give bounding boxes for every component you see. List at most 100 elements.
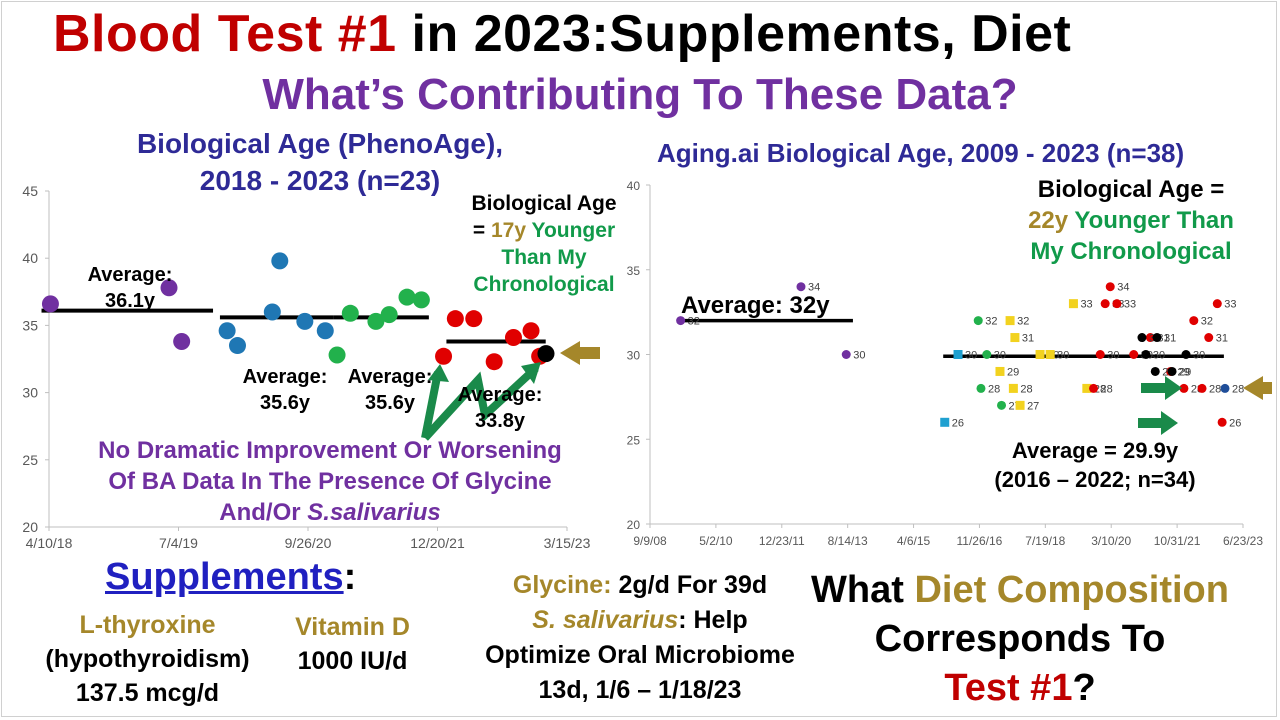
data-point — [1167, 366, 1177, 376]
data-point — [537, 345, 555, 363]
l-thyroxine-condition: (hypothyroidism) — [45, 645, 250, 673]
x-tick-label: 9/26/20 — [285, 535, 332, 551]
data-point — [341, 304, 359, 322]
data-point — [446, 310, 464, 328]
right-avg-label-2-line2: (2016 – 2022; n=34) — [994, 467, 1196, 492]
glycine-name: Glycine: — [512, 571, 612, 599]
diet-question-line3: Test #1? — [780, 664, 1260, 713]
gold-arrow-left-chart — [560, 341, 600, 365]
point-value-label: 33 — [1124, 299, 1136, 311]
data-point — [1095, 350, 1105, 359]
diet-question: What Diet Composition Corresponds To Tes… — [780, 566, 1260, 713]
right-ba-note-younger: Younger Than — [1074, 207, 1234, 234]
left-ba-note-years: 17y — [490, 219, 527, 242]
data-point — [676, 316, 686, 326]
point-value-label: 30 — [965, 350, 977, 362]
green-arrow-right-2 — [1138, 411, 1178, 435]
data-point — [1220, 383, 1230, 393]
x-tick-label: 11/26/16 — [957, 534, 1003, 548]
data-point — [160, 279, 178, 297]
diet-question-composition: Diet Composition — [914, 569, 1229, 611]
point-value-label: 30 — [1057, 350, 1069, 362]
data-point — [465, 310, 483, 328]
right-ba-note-line1: Biological Age = — [1037, 176, 1225, 203]
point-value-label: 28 — [1101, 383, 1113, 395]
y-tick-label: 35 — [22, 317, 38, 333]
x-tick-label: 7/4/19 — [159, 535, 198, 551]
point-value-label: 28 — [1232, 383, 1244, 395]
data-point — [1141, 350, 1151, 359]
left-avg-label-4-title: Average: — [457, 384, 543, 406]
vitamin-d-name: Vitamin D — [295, 613, 410, 641]
data-point — [953, 350, 963, 359]
left-avg-label-1-value: 36.1y — [104, 290, 156, 312]
data-point — [1100, 299, 1110, 309]
salivarius-name: S. salivarius — [532, 606, 679, 634]
data-point — [1082, 383, 1092, 393]
data-point — [398, 288, 416, 306]
x-tick-label: 7/19/18 — [1025, 534, 1065, 548]
data-point — [173, 333, 191, 351]
point-value-label: 34 — [1117, 282, 1129, 294]
x-tick-label: 3/15/23 — [544, 535, 591, 551]
data-point — [316, 322, 334, 340]
point-value-label: 32 — [688, 316, 700, 328]
data-point — [1137, 333, 1147, 343]
glycine-line4: 13d, 1/6 – 1/18/23 — [538, 676, 742, 704]
x-tick-label: 9/9/08 — [633, 534, 667, 548]
diet-question-what: What — [811, 569, 915, 611]
point-value-label: 32 — [1017, 316, 1029, 328]
point-value-label: 30 — [1153, 350, 1165, 362]
data-point — [796, 282, 806, 292]
point-value-label: 30 — [1193, 350, 1205, 362]
point-value-label: 29 — [1178, 366, 1190, 378]
point-value-label: 30 — [1107, 350, 1119, 362]
data-point — [1010, 333, 1020, 343]
data-point — [1005, 316, 1015, 326]
data-point — [328, 346, 346, 364]
point-value-label: 28 — [1209, 383, 1221, 395]
left-chart-note-and-or: And/Or — [219, 499, 308, 526]
diet-question-test: Test #1 — [944, 667, 1073, 709]
supplements-heading-colon: : — [343, 556, 357, 598]
right-ba-note-line3: My Chronological — [1030, 238, 1232, 265]
data-point — [1035, 350, 1045, 359]
point-value-label: 34 — [808, 282, 820, 294]
y-tick-label: 30 — [627, 349, 641, 363]
data-point — [976, 383, 986, 393]
y-tick-label: 30 — [22, 385, 38, 401]
left-ba-note-line1: Biological Age — [471, 192, 617, 215]
x-tick-label: 8/14/13 — [828, 534, 868, 548]
l-thyroxine-dose: 137.5 mcg/d — [75, 679, 220, 707]
point-value-label: 28 — [988, 383, 1000, 395]
green-arrow-shaft-1 — [421, 371, 442, 439]
point-value-label: 26 — [1229, 417, 1241, 429]
point-value-label: 31 — [1164, 333, 1176, 345]
diet-question-mark: ? — [1072, 667, 1096, 709]
data-point — [1008, 383, 1018, 393]
point-value-label: 31 — [1216, 333, 1228, 345]
title-part1: Blood Test #1 — [53, 5, 397, 63]
green-arrow-head-1 — [428, 364, 449, 382]
y-tick-label: 20 — [627, 518, 641, 532]
data-point — [1150, 366, 1160, 376]
point-value-label: 33 — [1080, 299, 1092, 311]
right-chart: 20 25 30 35 40 9/9/08 5/2/10 12/23/11 8/14/13 4/6… — [627, 179, 1264, 548]
x-tick-label: 6/23/23 — [1223, 534, 1263, 548]
right-ba-note-years: 22y — [1028, 207, 1069, 234]
data-point — [1068, 299, 1078, 309]
left-chart-title-line1: Biological Age (PhenoAge), — [136, 128, 504, 159]
data-point — [1045, 350, 1055, 359]
green-arrow-head-2 — [521, 362, 541, 384]
data-point — [1204, 333, 1214, 343]
x-tick-label: 12/20/21 — [410, 535, 465, 551]
left-chart-note-line3: And/Or S.salivarius — [40, 497, 620, 528]
data-point — [995, 366, 1005, 376]
data-point — [504, 328, 522, 346]
right-ba-note: Biological Age = 22y Younger Than My Chr… — [1000, 174, 1262, 267]
data-point — [485, 353, 503, 371]
data-point — [296, 312, 314, 330]
green-arrow-right-1 — [1141, 376, 1182, 400]
left-ba-note-line3: Than My — [501, 246, 587, 269]
